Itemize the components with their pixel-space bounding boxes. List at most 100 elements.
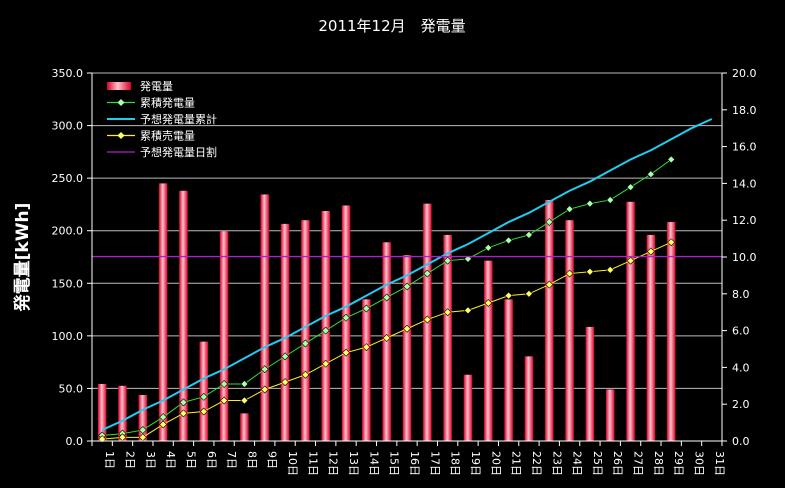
bar (605, 389, 615, 441)
legend-marker (117, 98, 125, 107)
series-marker (260, 365, 269, 374)
bar (463, 374, 473, 441)
series-marker (545, 280, 554, 289)
legend-label: 累積売電量 (140, 129, 195, 143)
bar (524, 356, 534, 441)
y-axis-label: 発電量[kWh] (12, 203, 33, 313)
y2-tick-label: 2.0 (732, 398, 750, 411)
bar (585, 326, 595, 441)
y2-tick-label: 4.0 (732, 361, 750, 374)
x-tick-label: 30日 (693, 451, 706, 476)
series-marker (484, 243, 493, 252)
x-tick-label: 28日 (652, 451, 665, 476)
x-tick-label: 25日 (591, 451, 604, 476)
y2-tick-label: 10.0 (732, 251, 757, 264)
series-marker (484, 299, 493, 307)
series-marker (646, 170, 655, 179)
series-marker (667, 238, 676, 247)
series-marker (606, 196, 615, 204)
series-marker (504, 236, 513, 245)
series-marker (321, 326, 330, 335)
legend-label: 累積発電量 (140, 96, 195, 110)
x-tick-label: 27日 (632, 451, 645, 476)
series-marker (342, 348, 350, 357)
bar (118, 385, 127, 441)
x-tick-label: 17日 (428, 451, 441, 476)
y-tick-label: 350.0 (52, 67, 84, 80)
legend-label: 予想発電量累計 (140, 112, 217, 126)
x-tick-label: 16日 (408, 451, 421, 476)
x-tick-label: 7日 (225, 451, 238, 469)
series-marker (443, 256, 452, 265)
bar (97, 383, 107, 441)
series-marker (240, 380, 249, 388)
y2-tick-label: 0.0 (732, 435, 750, 448)
x-tick-label: 1日 (103, 451, 116, 469)
chart-title: 2011年12月 発電量 (318, 17, 465, 35)
y2-tick-label: 18.0 (732, 104, 757, 117)
series-marker (443, 308, 452, 317)
axes: 0.0 50.0 100.0 150.0 200.0 250.0 300.0 350.0 0.0… (52, 67, 757, 476)
x-tick-label: 23日 (550, 451, 563, 476)
series-marker (585, 267, 594, 276)
bar (443, 234, 452, 441)
series-marker (504, 291, 513, 300)
series-marker (220, 396, 229, 405)
series-marker (667, 155, 676, 164)
series-marker (423, 315, 432, 324)
x-tick-label: 3日 (144, 451, 157, 469)
series-marker (382, 334, 391, 342)
series-marker (585, 199, 594, 208)
bar (646, 234, 656, 441)
series-marker (342, 313, 350, 322)
x-tick-label: 12日 (327, 451, 340, 476)
y-tick-label: 250.0 (52, 172, 84, 185)
x-tick-label: 6日 (205, 451, 218, 469)
bar (179, 190, 188, 441)
series-marker (362, 304, 371, 313)
x-tick-label: 18日 (449, 451, 462, 476)
series-marker (626, 256, 635, 265)
series-marker (159, 420, 168, 429)
y2-tick-label: 14.0 (732, 177, 757, 190)
bar (138, 395, 148, 441)
legend-label: 予想発電量日割 (140, 145, 217, 159)
bar (219, 231, 229, 441)
series-marker (646, 247, 655, 256)
line-series (92, 118, 722, 444)
x-tick-label: 2日 (123, 451, 136, 469)
series-marker (260, 385, 269, 394)
x-tick-label: 22日 (530, 451, 543, 476)
x-tick-label: 13日 (347, 451, 360, 476)
series-marker (179, 409, 188, 418)
bar (260, 194, 270, 441)
bar (240, 413, 249, 441)
x-tick-label: 24日 (571, 451, 584, 476)
bar (504, 299, 513, 441)
y-tick-label: 0.0 (66, 435, 84, 448)
y2-tick-label: 8.0 (732, 288, 750, 301)
x-tick-label: 8日 (245, 451, 258, 469)
x-tick-label: 14日 (367, 451, 380, 476)
bar (565, 220, 574, 441)
series-marker (138, 433, 147, 442)
series-marker (281, 378, 290, 387)
series-marker (321, 359, 330, 368)
series-marker (301, 339, 310, 348)
bar (321, 211, 330, 441)
y2-tick-label: 20.0 (732, 67, 757, 80)
series-marker (565, 269, 574, 278)
y2-tick-label: 16.0 (732, 141, 757, 154)
series-marker (403, 324, 411, 333)
series-line (101, 118, 713, 431)
x-tick-label: 21日 (510, 451, 523, 476)
bar (402, 255, 412, 441)
series-marker (281, 352, 290, 361)
y2-tick-label: 12.0 (732, 214, 757, 227)
bar (280, 223, 290, 441)
series-marker (606, 265, 615, 274)
y-tick-label: 300.0 (52, 120, 84, 133)
series-marker (423, 269, 432, 278)
series-marker (220, 380, 229, 388)
